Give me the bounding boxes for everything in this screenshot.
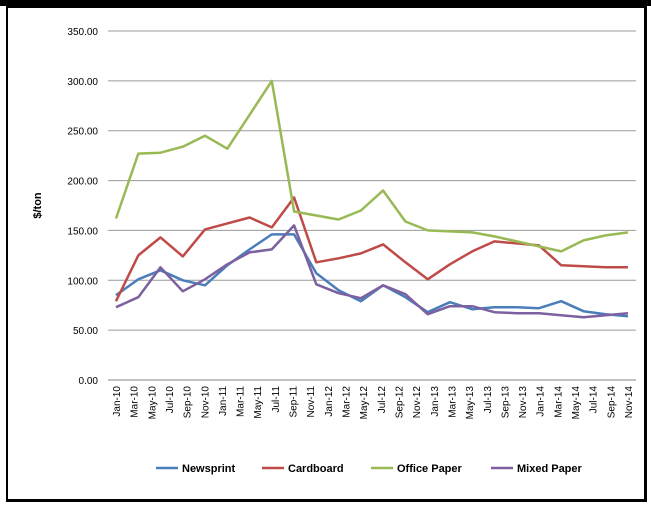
series-line-cardboard xyxy=(114,196,628,302)
legend-label: Office Paper xyxy=(397,463,463,475)
y-tick-label: 350.00 xyxy=(67,27,98,38)
x-tick-label: May-12 xyxy=(359,386,370,420)
legend-label: Newsprint xyxy=(182,463,236,475)
x-tick-label: Jul-12 xyxy=(377,386,388,414)
x-tick-label: Nov-13 xyxy=(518,386,529,419)
series-line-office-paper xyxy=(114,79,629,253)
chart-frame xyxy=(6,6,647,502)
x-tick-label: Sep-14 xyxy=(606,386,617,419)
x-tick-label: Sep-11 xyxy=(289,386,300,418)
x-tick-label: Nov-12 xyxy=(412,386,423,419)
y-tick-labels: 0.00 50.00 100.00 150.00 200.00 250.00 300.00 3… xyxy=(67,27,98,387)
y-tick-label: 100.00 xyxy=(67,276,98,287)
x-tick-label: Mar-14 xyxy=(553,386,564,418)
x-tick-label: Nov-14 xyxy=(624,386,635,419)
gridlines xyxy=(108,30,636,381)
y-tick-label: 250.00 xyxy=(67,127,98,138)
x-tick-label: Mar-13 xyxy=(447,386,458,418)
x-tick-label: Mar-11 xyxy=(236,386,247,417)
legend-label: Cardboard xyxy=(288,463,344,475)
x-tick-label: May-11 xyxy=(253,386,264,419)
x-tick-label: May-10 xyxy=(147,386,158,420)
x-tick-label: Sep-13 xyxy=(500,386,511,419)
y-tick-label: 200.00 xyxy=(67,177,98,188)
x-tick-label: Nov-10 xyxy=(200,386,211,419)
x-tick-label: Nov-11 xyxy=(306,386,317,418)
cropped-top-fragment xyxy=(0,0,651,6)
x-tick-label: Sep-10 xyxy=(183,386,194,419)
y-tick-label: 50.00 xyxy=(73,326,98,337)
series-line-newsprint xyxy=(115,233,629,318)
x-tick-label: Jul-13 xyxy=(483,386,494,414)
x-tick-label: Jan-11 xyxy=(218,386,229,416)
x-tick-label: Jul-10 xyxy=(165,386,176,414)
y-tick-label: 300.00 xyxy=(67,77,98,88)
x-tick-label: Jan-10 xyxy=(112,386,123,417)
x-tick-labels: Jan-10 Mar-10 May-10 Jul-10 Sep-10 Nov-10 Jan-… xyxy=(112,386,635,420)
series-lines xyxy=(114,79,629,319)
x-tick-label: Jul-11 xyxy=(271,386,282,413)
x-tick-label: May-14 xyxy=(571,386,582,420)
x-tick-label: Jan-14 xyxy=(536,386,547,417)
x-tick-label: Jan-13 xyxy=(430,386,441,417)
x-tick-label: Mar-10 xyxy=(130,386,141,418)
x-tick-label: Mar-12 xyxy=(342,386,353,418)
y-tick-label: 0.00 xyxy=(79,376,99,387)
legend: Newsprint Cardboard Office Paper Mixed Pape… xyxy=(156,463,583,475)
x-tick-label: Jan-12 xyxy=(324,386,335,417)
x-tick-label: May-13 xyxy=(465,386,476,420)
legend-label: Mixed Paper xyxy=(517,463,583,475)
x-tick-label: Sep-12 xyxy=(394,386,405,419)
series-line-mixed-paper xyxy=(115,224,629,319)
x-tick-label: Jul-14 xyxy=(589,386,600,414)
y-axis-label: $/ton xyxy=(32,192,44,219)
y-tick-label: 150.00 xyxy=(67,226,98,237)
